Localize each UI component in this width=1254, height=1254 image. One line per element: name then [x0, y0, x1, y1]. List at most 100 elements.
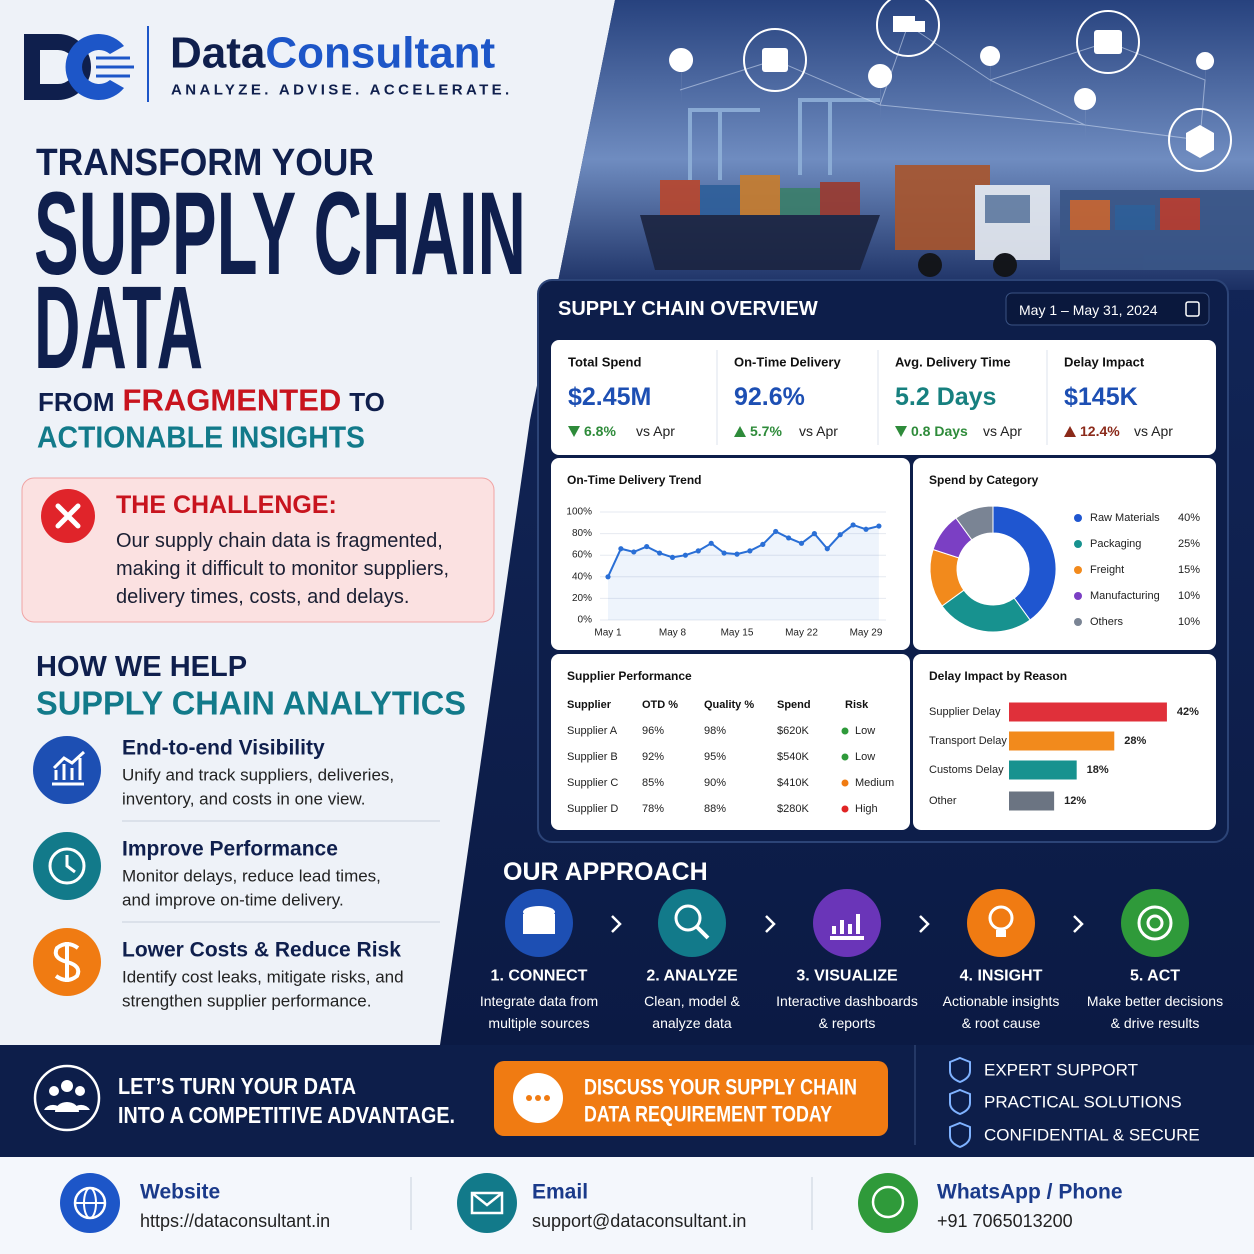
- trend-point: [811, 531, 818, 537]
- trend-point: [824, 546, 830, 552]
- decoration: [918, 253, 942, 277]
- help-subtitle: SUPPLY CHAIN ANALYTICS: [36, 685, 466, 722]
- decoration: [611, 915, 1084, 933]
- cta-text: INTO A COMPETITIVE ADVANTAGE.: [118, 1102, 455, 1128]
- decoration: [765, 915, 776, 933]
- decoration: [996, 930, 1006, 937]
- decoration: [611, 915, 622, 933]
- decoration: [700, 185, 740, 215]
- decoration: [895, 165, 990, 250]
- cta-feature: EXPERT SUPPORT: [984, 1061, 1138, 1080]
- legend-swatch: [1074, 592, 1082, 600]
- hero-to: TO: [349, 387, 385, 417]
- legend-value: 15%: [1178, 564, 1200, 576]
- bar: [1009, 791, 1055, 811]
- decoration: [820, 182, 860, 215]
- decoration: [1137, 905, 1173, 941]
- brand-name: Data: [170, 29, 266, 78]
- cta-button-text[interactable]: DATA REQUIREMENT TODAY: [584, 1102, 832, 1127]
- decoration: [967, 889, 1035, 957]
- x-tick-label: May 8: [659, 628, 687, 639]
- help-item-text: strengthen supplier performance.: [122, 992, 371, 1011]
- contact-value[interactable]: +91 7065013200: [937, 1211, 1073, 1231]
- kpi-value: 92.6%: [734, 383, 805, 411]
- legend-swatch: [1074, 540, 1082, 548]
- trend-point: [876, 523, 882, 529]
- bar-value-label: 12%: [1064, 795, 1086, 807]
- decoration: [879, 104, 1086, 126]
- bar-value-label: 18%: [1087, 764, 1109, 776]
- decoration: [993, 253, 1017, 277]
- legend-label: Packaging: [1090, 538, 1141, 550]
- table-cell: Low: [855, 725, 875, 737]
- trend-point: [695, 548, 701, 554]
- contact-value[interactable]: support@dataconsultant.in: [532, 1211, 746, 1231]
- table-header: Spend: [777, 699, 811, 711]
- decoration: [55, 503, 81, 529]
- table-header: OTD %: [642, 699, 678, 711]
- decoration: [660, 180, 700, 215]
- challenge-title: THE CHALLENGE:: [116, 491, 337, 519]
- decoration: [61, 1080, 73, 1092]
- decoration: [21, 477, 495, 623]
- table-cell: 95%: [704, 751, 726, 763]
- decoration: [949, 1088, 971, 1116]
- hero-insights: ACTIONABLE INSIGHTS: [37, 420, 365, 455]
- decoration: [551, 654, 910, 830]
- legend-value: 25%: [1178, 538, 1200, 550]
- decoration: [1146, 914, 1164, 932]
- kpi-compare: vs Apr: [799, 423, 838, 439]
- kpi-trend-arrow: [895, 426, 907, 437]
- risk-dot: [841, 753, 849, 761]
- table-cell: Low: [855, 751, 875, 763]
- table-cell: Medium: [855, 777, 894, 789]
- step-text: Clean, model &: [644, 993, 740, 1009]
- hero-line: SUPPLY CHAIN: [34, 168, 526, 300]
- legend-swatch: [1074, 618, 1082, 626]
- contact-label: WhatsApp / Phone: [937, 1181, 1123, 1204]
- decoration: [679, 24, 1206, 141]
- kpi-compare: vs Apr: [983, 423, 1022, 439]
- step-label: 4. INSIGHT: [960, 968, 1043, 985]
- table-title: Supplier Performance: [567, 669, 692, 683]
- decoration: [893, 16, 915, 32]
- trend-point: [863, 526, 869, 532]
- kpi-trend-arrow: [568, 426, 580, 437]
- kpi-change: 12.4%: [1080, 423, 1120, 439]
- help-item-title: End-to-end Visibility: [122, 737, 325, 760]
- table-cell: $410K: [777, 777, 809, 789]
- risk-dot: [841, 727, 849, 735]
- x-tick-label: May 22: [785, 628, 818, 639]
- kpi-value: 5.2 Days: [895, 383, 996, 411]
- decoration: [915, 21, 925, 32]
- trend-point: [837, 532, 843, 538]
- kpi-label: Delay Impact: [1064, 355, 1145, 370]
- chart-title: Spend by Category: [929, 473, 1039, 487]
- trend-point: [773, 528, 779, 535]
- decoration: [1185, 301, 1200, 317]
- decoration: [762, 48, 788, 72]
- decoration: [1168, 108, 1232, 172]
- trend-point: [682, 552, 689, 558]
- challenge-text: making it difficult to monitor suppliers…: [116, 558, 449, 580]
- decoration: [798, 98, 880, 175]
- table-cell: Supplier B: [567, 751, 618, 763]
- decoration: [1074, 88, 1097, 140]
- contact-value[interactable]: https://dataconsultant.in: [140, 1211, 330, 1231]
- cta-button-text[interactable]: DISCUSS YOUR SUPPLY CHAIN: [584, 1075, 857, 1100]
- step-text: & reports: [819, 1015, 876, 1031]
- legend-label: Freight: [1090, 564, 1124, 576]
- hero-line: TRANSFORM YOUR: [36, 142, 374, 184]
- donut-slice: [955, 505, 994, 541]
- bar: [1009, 760, 1077, 780]
- bar: [1009, 702, 1167, 722]
- decoration: [33, 736, 101, 804]
- trend-point: [747, 548, 753, 554]
- decoration: [1196, 52, 1215, 92]
- decoration: [919, 915, 930, 933]
- table-cell: $280K: [777, 803, 809, 815]
- decoration: [830, 914, 864, 940]
- table-cell: 85%: [642, 777, 664, 789]
- decoration: [1121, 889, 1189, 957]
